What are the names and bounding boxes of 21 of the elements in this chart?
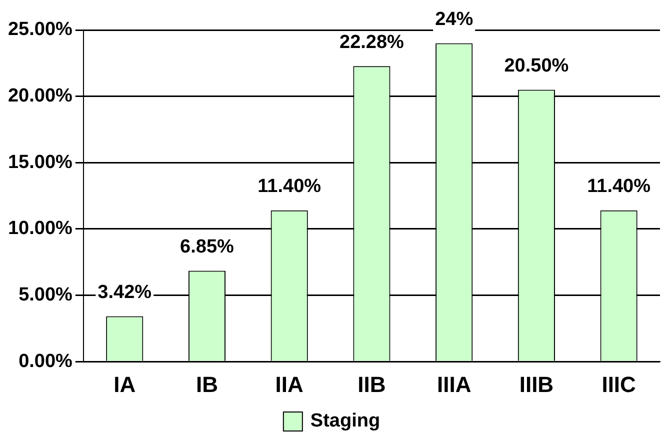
data-label: 22.28% [339, 32, 404, 53]
data-label: 3.42% [98, 282, 152, 303]
y-tick-label: 0.00% [18, 350, 73, 372]
x-tick-label: IIIC [602, 372, 636, 397]
y-tick-label: 5.00% [18, 284, 73, 306]
x-tick-label: IA [114, 372, 136, 397]
legend-label: Staging [310, 410, 380, 432]
x-tick-label: IB [196, 372, 218, 397]
x-tick-label: IIIB [519, 372, 554, 397]
data-label: 24% [435, 9, 474, 30]
x-tick-label: IIIA [436, 372, 472, 397]
data-label: 6.85% [180, 236, 234, 258]
data-label: 11.40% [258, 176, 322, 198]
y-tick-label: 25.00% [8, 19, 73, 40]
x-tick-label: IIA [275, 372, 304, 397]
y-tick-label: 20.00% [8, 86, 73, 107]
data-label: 11.40% [587, 176, 651, 198]
x-tick-label: IIB [358, 372, 386, 397]
y-tick-label: 15.00% [8, 152, 73, 173]
data-label: 20.50% [504, 55, 569, 76]
y-tick-label: 10.00% [8, 218, 73, 240]
